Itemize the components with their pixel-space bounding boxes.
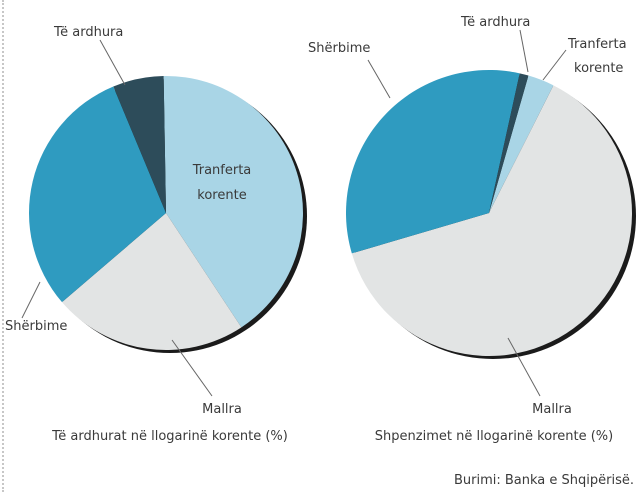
pie2-label-tranferta-line2: korente [574,61,623,76]
pie2-leader-tranferta [542,49,567,81]
pie2-leader-mallra [507,337,541,397]
pie1-label-mallra: Mallra [202,402,242,417]
pie2-slice-sh-rbime [346,70,520,254]
pie2-leader-te-ardhura [519,29,529,73]
left-dotted-border [2,0,4,492]
pie1-label-sherbime: Shërbime [5,319,67,334]
pie1-label-tranferta-line2: korente [197,188,246,203]
pie2-slice-mallra [351,85,633,356]
pie2-caption: Shpenzimet në llogarinë korente (%) [375,429,613,444]
pie2-leader-sherbime [367,59,391,99]
pie2-label-te-ardhura: Të ardhura [460,15,530,30]
pie-chart-income [28,75,307,353]
pie1-slice-t-ardhura [113,76,166,214]
pie2-slice-transferta-korente [489,75,554,213]
pie1-label-tranferta-line1: Tranferta [192,163,252,178]
pie2-slice-t-ardhura [489,73,529,213]
pie-chart-expenses [346,70,636,359]
pie1-leader-sherbime [21,281,41,319]
pie1-leader-mallra [171,339,213,397]
pie1-slice-transferta-korente [163,75,303,328]
source-note: Burimi: Banka e Shqipërisë. [454,473,634,488]
pie1-slice-mallra [61,213,242,351]
pie1-leader-te-ardhura [99,39,126,86]
pie2-label-sherbime: Shërbime [308,41,370,56]
pie1-label-te-ardhura: Të ardhura [53,25,123,40]
pie2-label-mallra: Mallra [532,402,572,417]
pie1-caption: Të ardhurat në llogarinë korente (%) [51,429,288,444]
pie1-slice-sh-rbime [28,86,167,303]
pie2-label-tranferta-line1: Tranferta [567,37,627,52]
